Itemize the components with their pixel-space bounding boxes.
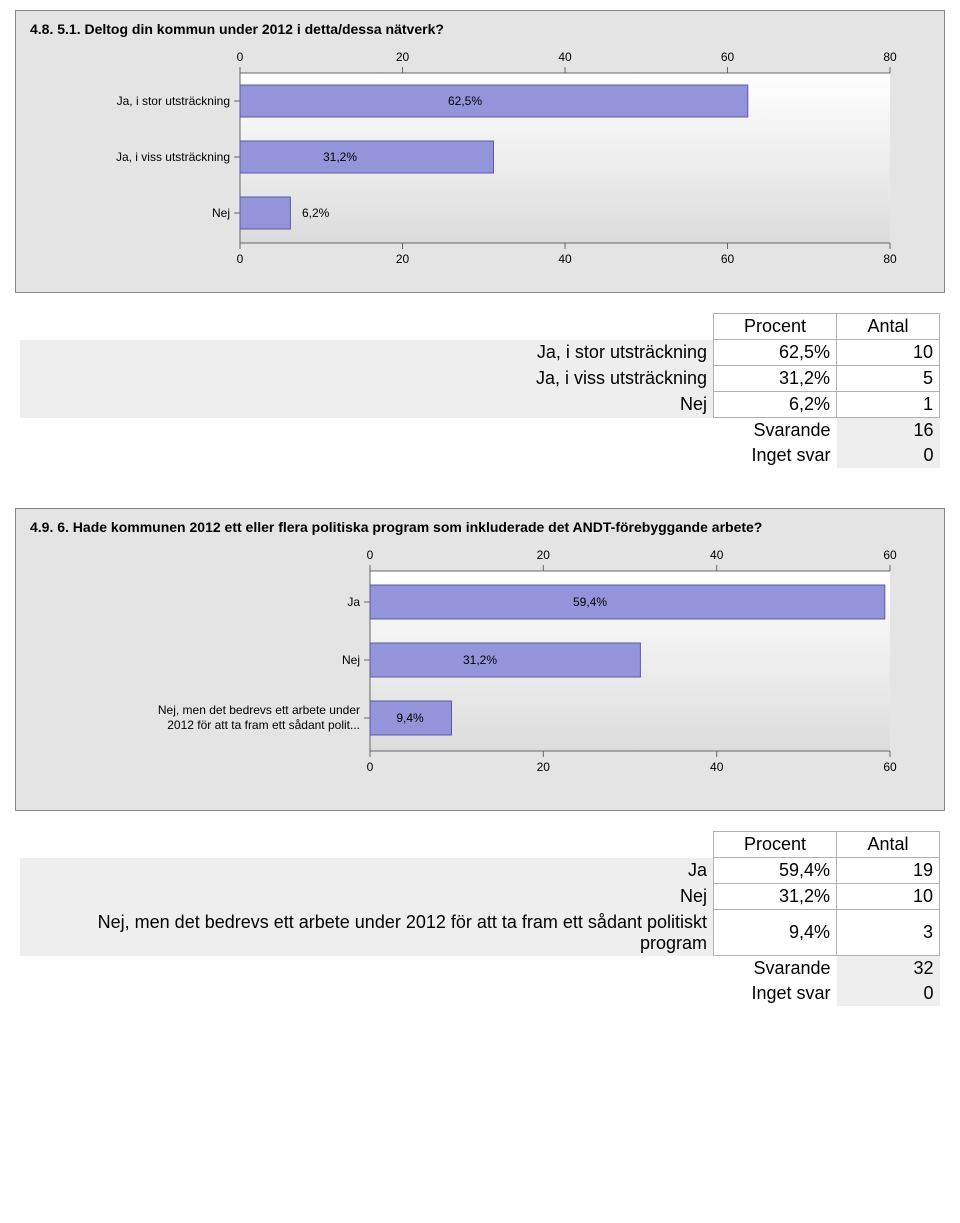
chart1-bottom-axis: 0 20 40 60 80: [237, 243, 897, 266]
svg-text:31,2%: 31,2%: [463, 653, 497, 667]
chart1-bar-1: 31,2% Ja, i viss utsträckning: [116, 141, 494, 173]
chart2-bottom-axis: 0 20 40 60: [367, 751, 897, 774]
svg-text:20: 20: [396, 50, 410, 64]
table-row: Nej 6,2% 1: [20, 392, 940, 418]
table-row: Ja 59,4% 19: [20, 858, 940, 884]
svg-text:Ja, i stor utsträckning: Ja, i stor utsträckning: [117, 94, 230, 108]
table1-header-antal: Antal: [837, 314, 940, 340]
svg-text:62,5%: 62,5%: [448, 94, 482, 108]
svg-text:0: 0: [367, 548, 374, 562]
table-row: Ja, i stor utsträckning 62,5% 10: [20, 340, 940, 366]
svg-text:59,4%: 59,4%: [573, 595, 607, 609]
chart2-bar-0: 59,4% Ja: [347, 585, 884, 619]
chart2-bar-1: 31,2% Nej: [342, 643, 640, 677]
svg-text:80: 80: [883, 50, 897, 64]
table-row: Nej, men det bedrevs ett arbete under 20…: [20, 910, 940, 956]
svg-text:0: 0: [237, 50, 244, 64]
chart2-top-axis: 0 20 40 60: [367, 548, 897, 571]
chart1-top-axis: 0 20 40 60 80: [237, 50, 897, 73]
chart1-title: 4.8. 5.1. Deltog din kommun under 2012 i…: [30, 21, 930, 37]
svg-text:Nej: Nej: [342, 653, 360, 667]
chart1-container: 4.8. 5.1. Deltog din kommun under 2012 i…: [15, 10, 945, 293]
svg-text:Nej: Nej: [212, 206, 230, 220]
table2: Procent Antal Ja 59,4% 19 Nej 31,2% 10 N…: [20, 831, 940, 1006]
svg-text:20: 20: [537, 548, 551, 562]
svg-text:6,2%: 6,2%: [302, 206, 330, 220]
svg-text:40: 40: [710, 760, 724, 774]
chart2-title: 4.9. 6. Hade kommunen 2012 ett eller fle…: [30, 519, 930, 535]
svg-text:20: 20: [537, 760, 551, 774]
table1: Procent Antal Ja, i stor utsträckning 62…: [20, 313, 940, 468]
table2-header-procent: Procent: [714, 832, 837, 858]
svg-text:40: 40: [710, 548, 724, 562]
svg-text:Ja, i viss utsträckning: Ja, i viss utsträckning: [116, 150, 230, 164]
table-summary-row: Svarande 32: [20, 956, 940, 982]
table-summary-row: Inget svar 0: [20, 443, 940, 468]
table-row: Ja, i viss utsträckning 31,2% 5: [20, 366, 940, 392]
svg-text:Nej, men det bedrevs ett arbet: Nej, men det bedrevs ett arbete under: [158, 703, 360, 717]
chart1-plot: 0 20 40 60 80 0 20 40 60 80 62,5% Ja, i …: [30, 43, 930, 278]
svg-text:0: 0: [237, 252, 244, 266]
table2-header-antal: Antal: [837, 832, 940, 858]
svg-text:Ja: Ja: [347, 595, 360, 609]
svg-text:60: 60: [883, 548, 897, 562]
svg-text:20: 20: [396, 252, 410, 266]
svg-text:31,2%: 31,2%: [323, 150, 357, 164]
svg-text:2012 för att ta fram ett sådan: 2012 för att ta fram ett sådant polit...: [167, 718, 360, 732]
chart2-bar-2: 9,4% Nej, men det bedrevs ett arbete und…: [158, 701, 452, 735]
svg-text:40: 40: [558, 50, 572, 64]
svg-text:9,4%: 9,4%: [396, 711, 424, 725]
svg-text:40: 40: [558, 252, 572, 266]
svg-text:60: 60: [883, 760, 897, 774]
svg-text:60: 60: [721, 50, 735, 64]
svg-text:60: 60: [721, 252, 735, 266]
svg-text:80: 80: [883, 252, 897, 266]
svg-text:0: 0: [367, 760, 374, 774]
chart2-plot: 0 20 40 60 0 20 40 60 59,4% Ja 31,2%: [30, 541, 930, 796]
table1-header-procent: Procent: [714, 314, 837, 340]
table-row: Nej 31,2% 10: [20, 884, 940, 910]
chart2-container: 4.9. 6. Hade kommunen 2012 ett eller fle…: [15, 508, 945, 811]
table-summary-row: Inget svar 0: [20, 981, 940, 1006]
table-summary-row: Svarande 16: [20, 418, 940, 444]
chart1-bar-0: 62,5% Ja, i stor utsträckning: [117, 85, 748, 117]
